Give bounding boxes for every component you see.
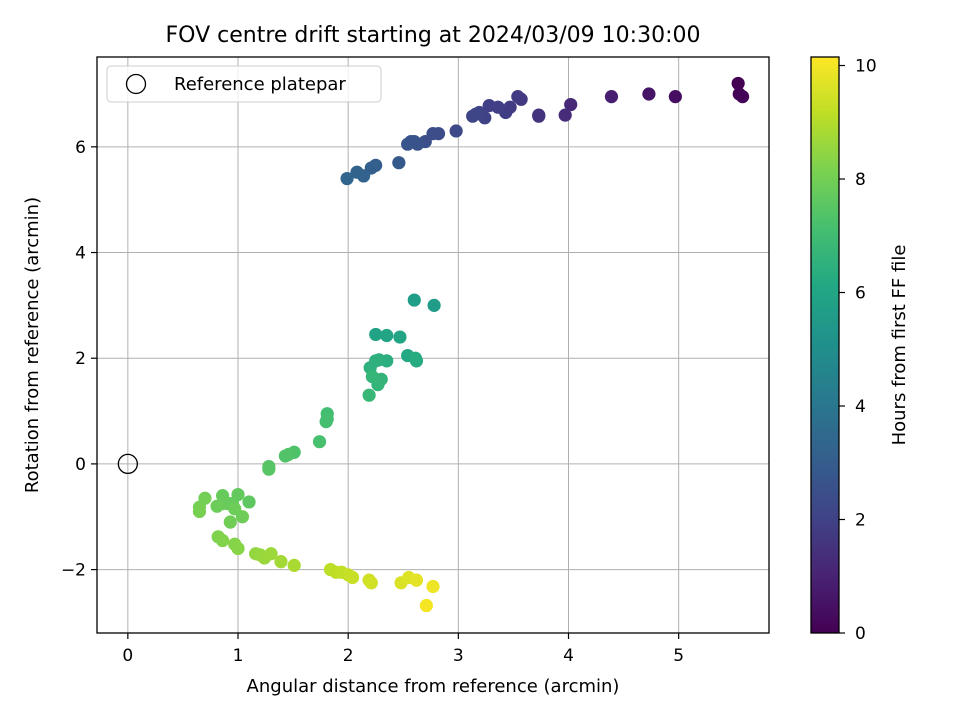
- colorbar-tick-label: 2: [855, 511, 866, 531]
- data-point: [668, 90, 682, 104]
- data-point: [223, 515, 237, 529]
- data-point: [262, 462, 276, 476]
- legend-marker-icon: [125, 73, 147, 95]
- plot-frame: [96, 56, 770, 634]
- x-axis-label: Angular distance from reference (arcmin): [247, 676, 620, 697]
- data-point: [340, 171, 354, 186]
- colorbar-tick-label: 0: [855, 624, 866, 644]
- data-point: [532, 109, 546, 123]
- data-point: [380, 328, 394, 343]
- data-point: [319, 415, 333, 429]
- data-point: [642, 87, 656, 101]
- data-point: [369, 327, 383, 342]
- x-tick-label: 1: [233, 646, 244, 666]
- x-tick-label: 4: [563, 646, 574, 666]
- data-point: [364, 576, 378, 590]
- data-point: [365, 370, 380, 384]
- data-point: [392, 156, 406, 170]
- data-point: [407, 293, 421, 307]
- legend-label: Reference platepar: [174, 74, 346, 95]
- data-point: [362, 388, 376, 402]
- data-point: [409, 573, 424, 587]
- data-point: [242, 495, 256, 509]
- reference-point: [117, 453, 138, 475]
- data-point: [401, 137, 415, 151]
- data-point: [278, 449, 292, 463]
- data-point: [731, 76, 745, 91]
- colorbar-tick-label: 4: [855, 397, 866, 417]
- x-axis-ticks: 0 1 2 3 4 5: [122, 633, 684, 666]
- colorbar-label: Hours from first FF file: [889, 245, 910, 446]
- x-tick-label: 5: [673, 646, 684, 666]
- colorbar-tick-label: 6: [855, 284, 866, 304]
- colorbar-frame: [810, 56, 840, 634]
- data-point: [511, 90, 525, 104]
- x-tick-label: 0: [122, 646, 133, 666]
- y-tick-label: −2: [61, 561, 86, 581]
- x-tick-label: 3: [453, 646, 464, 666]
- grid: [97, 57, 769, 633]
- data-point: [419, 598, 433, 613]
- data-point: [466, 109, 480, 123]
- data-point: [312, 435, 327, 449]
- y-axis-ticks: −2 0 2 4 6: [61, 138, 97, 581]
- y-tick-label: 2: [75, 349, 86, 369]
- data-point: [235, 510, 250, 524]
- data-point: [558, 108, 572, 122]
- data-point: [393, 330, 407, 344]
- colorbar-tick-label: 8: [855, 170, 866, 190]
- colorbar-tick-label: 10: [855, 57, 877, 77]
- y-tick-label: 4: [75, 244, 86, 264]
- data-point: [564, 97, 578, 112]
- data-point: [287, 558, 301, 572]
- data-point: [192, 504, 207, 519]
- reference-marker: [117, 453, 138, 475]
- data-point: [345, 570, 360, 585]
- legend-box: [106, 65, 382, 103]
- data-point: [482, 99, 496, 113]
- data-point: [427, 298, 441, 312]
- colorbar: [811, 57, 839, 633]
- colorbar-ticks: 0 2 4 6 8 10: [839, 57, 877, 644]
- x-tick-label: 2: [343, 646, 354, 666]
- y-tick-label: 0: [75, 455, 86, 475]
- data-point: [426, 579, 440, 594]
- data-point: [274, 555, 288, 569]
- data-point: [210, 499, 224, 513]
- y-tick-label: 6: [75, 138, 86, 158]
- data-point: [215, 533, 230, 548]
- legend: Reference platepar: [106, 65, 382, 103]
- data-point: [350, 165, 364, 179]
- chart-title: FOV centre drift starting at 2024/03/09 …: [166, 23, 701, 48]
- data-point: [264, 547, 278, 561]
- data-points: [192, 76, 750, 613]
- data-point: [735, 90, 750, 104]
- data-point: [231, 541, 245, 556]
- data-point: [604, 90, 619, 104]
- data-point: [408, 351, 422, 365]
- y-axis-label: Rotation from reference (arcmin): [22, 197, 43, 493]
- data-point: [449, 124, 463, 138]
